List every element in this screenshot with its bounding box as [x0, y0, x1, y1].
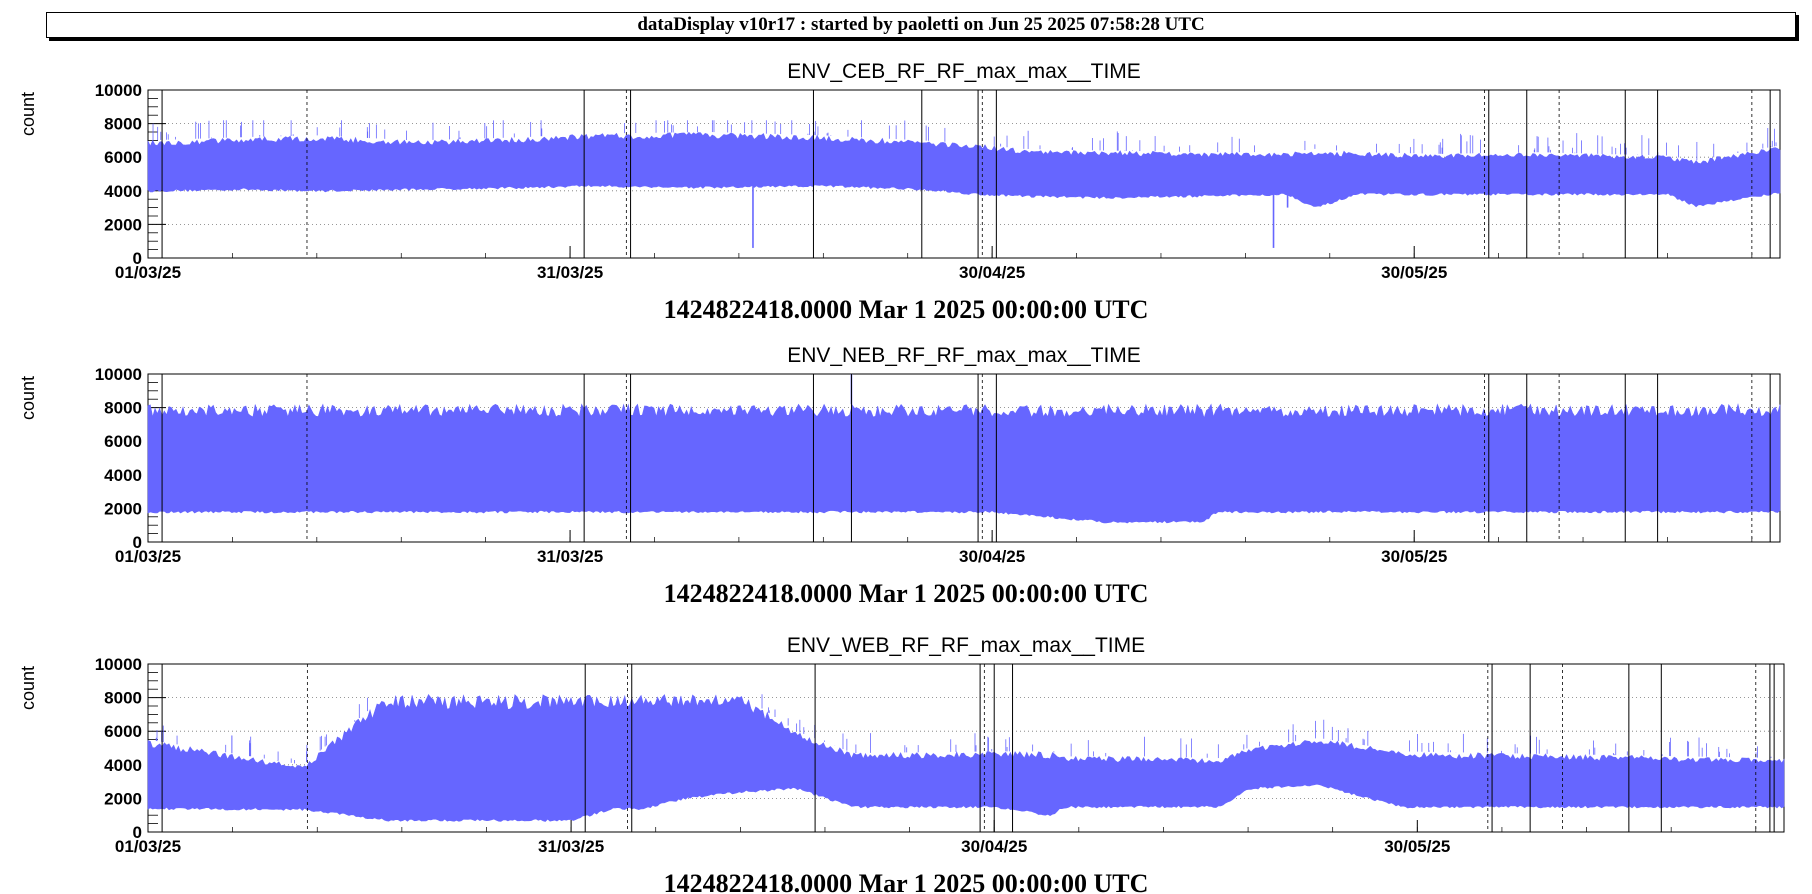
y-axis-label-neb: count — [18, 376, 38, 420]
y-tick-label-web: 6000 — [104, 722, 142, 741]
x-tick-label-neb: 30/05/25 — [1381, 547, 1447, 566]
chart-title-web: ENV_WEB_RF_RF_max_max__TIME — [787, 634, 1145, 657]
y-tick-label-ceb: 8000 — [104, 115, 142, 134]
chart-title-ceb: ENV_CEB_RF_RF_max_max__TIME — [787, 60, 1141, 83]
x-tick-label-neb: 31/03/25 — [537, 547, 603, 566]
x-tick-label-neb: 01/03/25 — [115, 547, 181, 566]
x-tick-label-neb: 30/04/25 — [959, 547, 1025, 566]
y-tick-label-web: 4000 — [104, 756, 142, 775]
y-tick-label-ceb: 4000 — [104, 182, 142, 201]
y-tick-label-web: 10000 — [95, 655, 142, 674]
y-tick-label-neb: 0 — [133, 533, 142, 552]
x-tick-label-ceb: 31/03/25 — [537, 263, 603, 282]
x-tick-label-web: 30/04/25 — [961, 837, 1027, 856]
x-tick-label-web: 31/03/25 — [538, 837, 604, 856]
x-axis-title-web: 1424822418.0000 Mar 1 2025 00:00:00 UTC — [664, 869, 1149, 894]
x-tick-label-ceb: 30/05/25 — [1381, 263, 1447, 282]
data-band-neb — [147, 403, 1781, 524]
y-tick-label-ceb: 2000 — [104, 215, 142, 234]
x-tick-label-ceb: 30/04/25 — [959, 263, 1025, 282]
y-tick-label-neb: 4000 — [104, 466, 142, 485]
display-banner: dataDisplay v10r17 : started by paoletti… — [46, 12, 1796, 38]
x-tick-label-web: 30/05/25 — [1384, 837, 1450, 856]
y-tick-label-neb: 2000 — [104, 499, 142, 518]
y-tick-label-web: 0 — [133, 823, 142, 842]
x-tick-label-ceb: 01/03/25 — [115, 263, 181, 282]
x-tick-label-web: 01/03/25 — [115, 837, 181, 856]
y-tick-label-web: 2000 — [104, 789, 142, 808]
y-tick-label-ceb: 0 — [133, 249, 142, 268]
y-tick-label-neb: 10000 — [95, 365, 142, 384]
y-tick-label-neb: 6000 — [104, 432, 142, 451]
data-band-web — [147, 694, 1785, 822]
y-axis-label-ceb: count — [18, 92, 38, 136]
x-axis-title-neb: 1424822418.0000 Mar 1 2025 00:00:00 UTC — [664, 579, 1149, 608]
data-band-ceb — [147, 131, 1781, 208]
y-axis-label-web: count — [18, 666, 38, 710]
y-tick-label-ceb: 10000 — [95, 81, 142, 100]
chart-title-neb: ENV_NEB_RF_RF_max_max__TIME — [787, 344, 1141, 367]
y-tick-label-ceb: 6000 — [104, 148, 142, 167]
x-axis-title-ceb: 1424822418.0000 Mar 1 2025 00:00:00 UTC — [664, 295, 1149, 324]
y-tick-label-neb: 8000 — [104, 399, 142, 418]
y-tick-label-web: 8000 — [104, 689, 142, 708]
